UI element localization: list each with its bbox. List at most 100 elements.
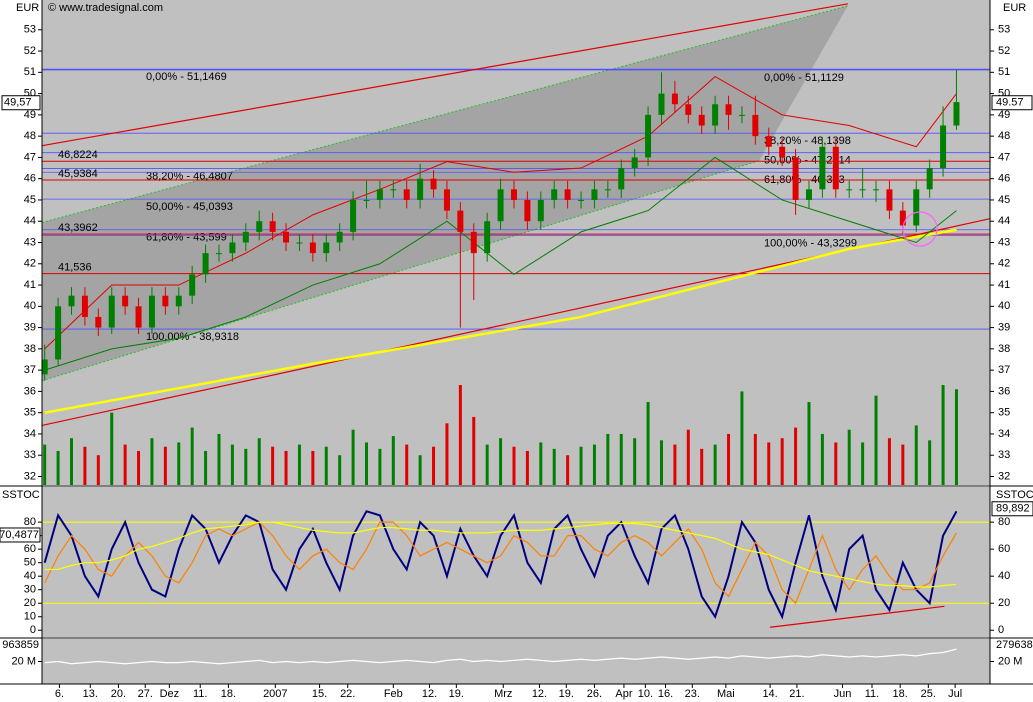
y-tick-label: 50 [24, 557, 36, 569]
candle-body [551, 189, 558, 200]
volume-bar [257, 438, 261, 485]
volume-bar [901, 444, 905, 485]
y-tick-label: 41 [24, 279, 36, 291]
volume-bar [700, 448, 704, 485]
volume-bar [43, 444, 47, 485]
candle-body [658, 93, 665, 115]
y-tick-label: 46 [24, 173, 36, 185]
volume-bar [525, 450, 529, 485]
volume-bar [338, 455, 342, 485]
y-tick-label: 52 [24, 45, 36, 57]
x-tick-label: Dez [160, 688, 180, 700]
y-tick-label: 44 [998, 215, 1010, 227]
y-tick-label: 0 [998, 624, 1004, 636]
candle-body [41, 359, 48, 375]
volume-bar [432, 446, 436, 485]
channel-line [41, 160, 760, 382]
volume-bar [230, 444, 234, 485]
candle-body [162, 295, 169, 307]
candle-body [336, 231, 343, 243]
volume-bar [204, 450, 208, 485]
y-tick-label: 35 [24, 407, 36, 419]
volume-bar [351, 429, 355, 485]
y-tick-label: 37 [998, 364, 1010, 376]
candle-body [832, 146, 839, 190]
level-label: 43,3962 [58, 222, 98, 234]
volume-bar [874, 395, 878, 485]
volume-bar [405, 444, 409, 485]
volume-bar [123, 444, 127, 485]
y-tick-label: 41 [998, 279, 1010, 291]
currency-right: EUR [1003, 2, 1026, 14]
candle-body [189, 274, 196, 296]
volume-bar [472, 416, 476, 485]
currency-left: EUR [16, 2, 39, 14]
x-tick-label: 21. [789, 688, 804, 700]
volume-bar [271, 446, 275, 485]
candle-body [81, 295, 88, 317]
y-tick-label: 39 [24, 321, 36, 333]
x-tick-label: Mrz [494, 688, 512, 700]
y-tick-label: 45 [998, 194, 1010, 206]
level-label: 45,9384 [58, 168, 98, 180]
volume-bar [767, 442, 771, 485]
y-tick-label: 43 [998, 236, 1010, 248]
volume-bar [512, 446, 516, 485]
x-tick-label: Mai [717, 688, 735, 700]
x-tick-label: 11. [193, 688, 207, 700]
volume-bar [150, 438, 154, 485]
candle-body [484, 221, 491, 254]
candle-body [457, 210, 464, 232]
y-tick-label: 32 [24, 470, 36, 482]
candle-body [497, 189, 504, 222]
candle-body [390, 189, 397, 191]
value-label: 963859 [2, 639, 39, 651]
volume-bar [794, 427, 798, 485]
candle-body [685, 104, 692, 115]
x-tick-label: 27. [138, 688, 153, 700]
candle-body [510, 189, 517, 200]
y-tick-label: 53 [998, 24, 1010, 36]
x-tick-label: Feb [384, 688, 403, 700]
volume-bar [539, 442, 543, 485]
candle-body [792, 157, 799, 200]
volume-bar [137, 450, 141, 485]
y-tick-label: 43 [24, 236, 36, 248]
x-tick-label: 15. [312, 688, 327, 700]
series-line [44, 521, 957, 605]
x-tick-label: 23. [685, 688, 700, 700]
y-tick-label: 49 [998, 109, 1010, 121]
y-tick-label: 60 [24, 543, 36, 555]
fib-label: 0,00% - 51,1129 [764, 72, 844, 84]
candle-body [564, 189, 571, 200]
y-tick-label: 51 [998, 66, 1010, 78]
source: © www.tradesignal.com [48, 2, 163, 14]
candle-body [135, 306, 142, 328]
candle-body [363, 199, 370, 201]
fib-label: 38,20% - 48,1398 [764, 135, 851, 147]
overlay-line [44, 75, 957, 350]
stoch-title-left: SSTOC [2, 489, 40, 501]
candle-body [215, 253, 222, 255]
series-line [44, 648, 957, 665]
y-tick-label: 0 [30, 624, 36, 636]
candle-body [712, 104, 719, 126]
candle-body [953, 102, 960, 126]
y-tick-label: 30 [24, 584, 36, 596]
y-tick-label: 38 [24, 343, 36, 355]
candle-body [779, 146, 786, 158]
y-tick-label: 46 [998, 173, 1010, 185]
fib-label: 0,00% - 51,1469 [146, 71, 227, 83]
volume-bar [673, 444, 677, 485]
y-tick-label: 34 [998, 428, 1010, 440]
volume-bar [69, 438, 73, 485]
last-box [991, 95, 1033, 111]
volume-bar [941, 385, 945, 485]
volume-bar [659, 440, 663, 485]
volume-bar [861, 442, 865, 485]
candle-body [671, 93, 678, 105]
y-tick-label: 47 [24, 151, 36, 163]
volume-bar [592, 444, 596, 485]
x-tick-label: 12. [532, 688, 547, 700]
